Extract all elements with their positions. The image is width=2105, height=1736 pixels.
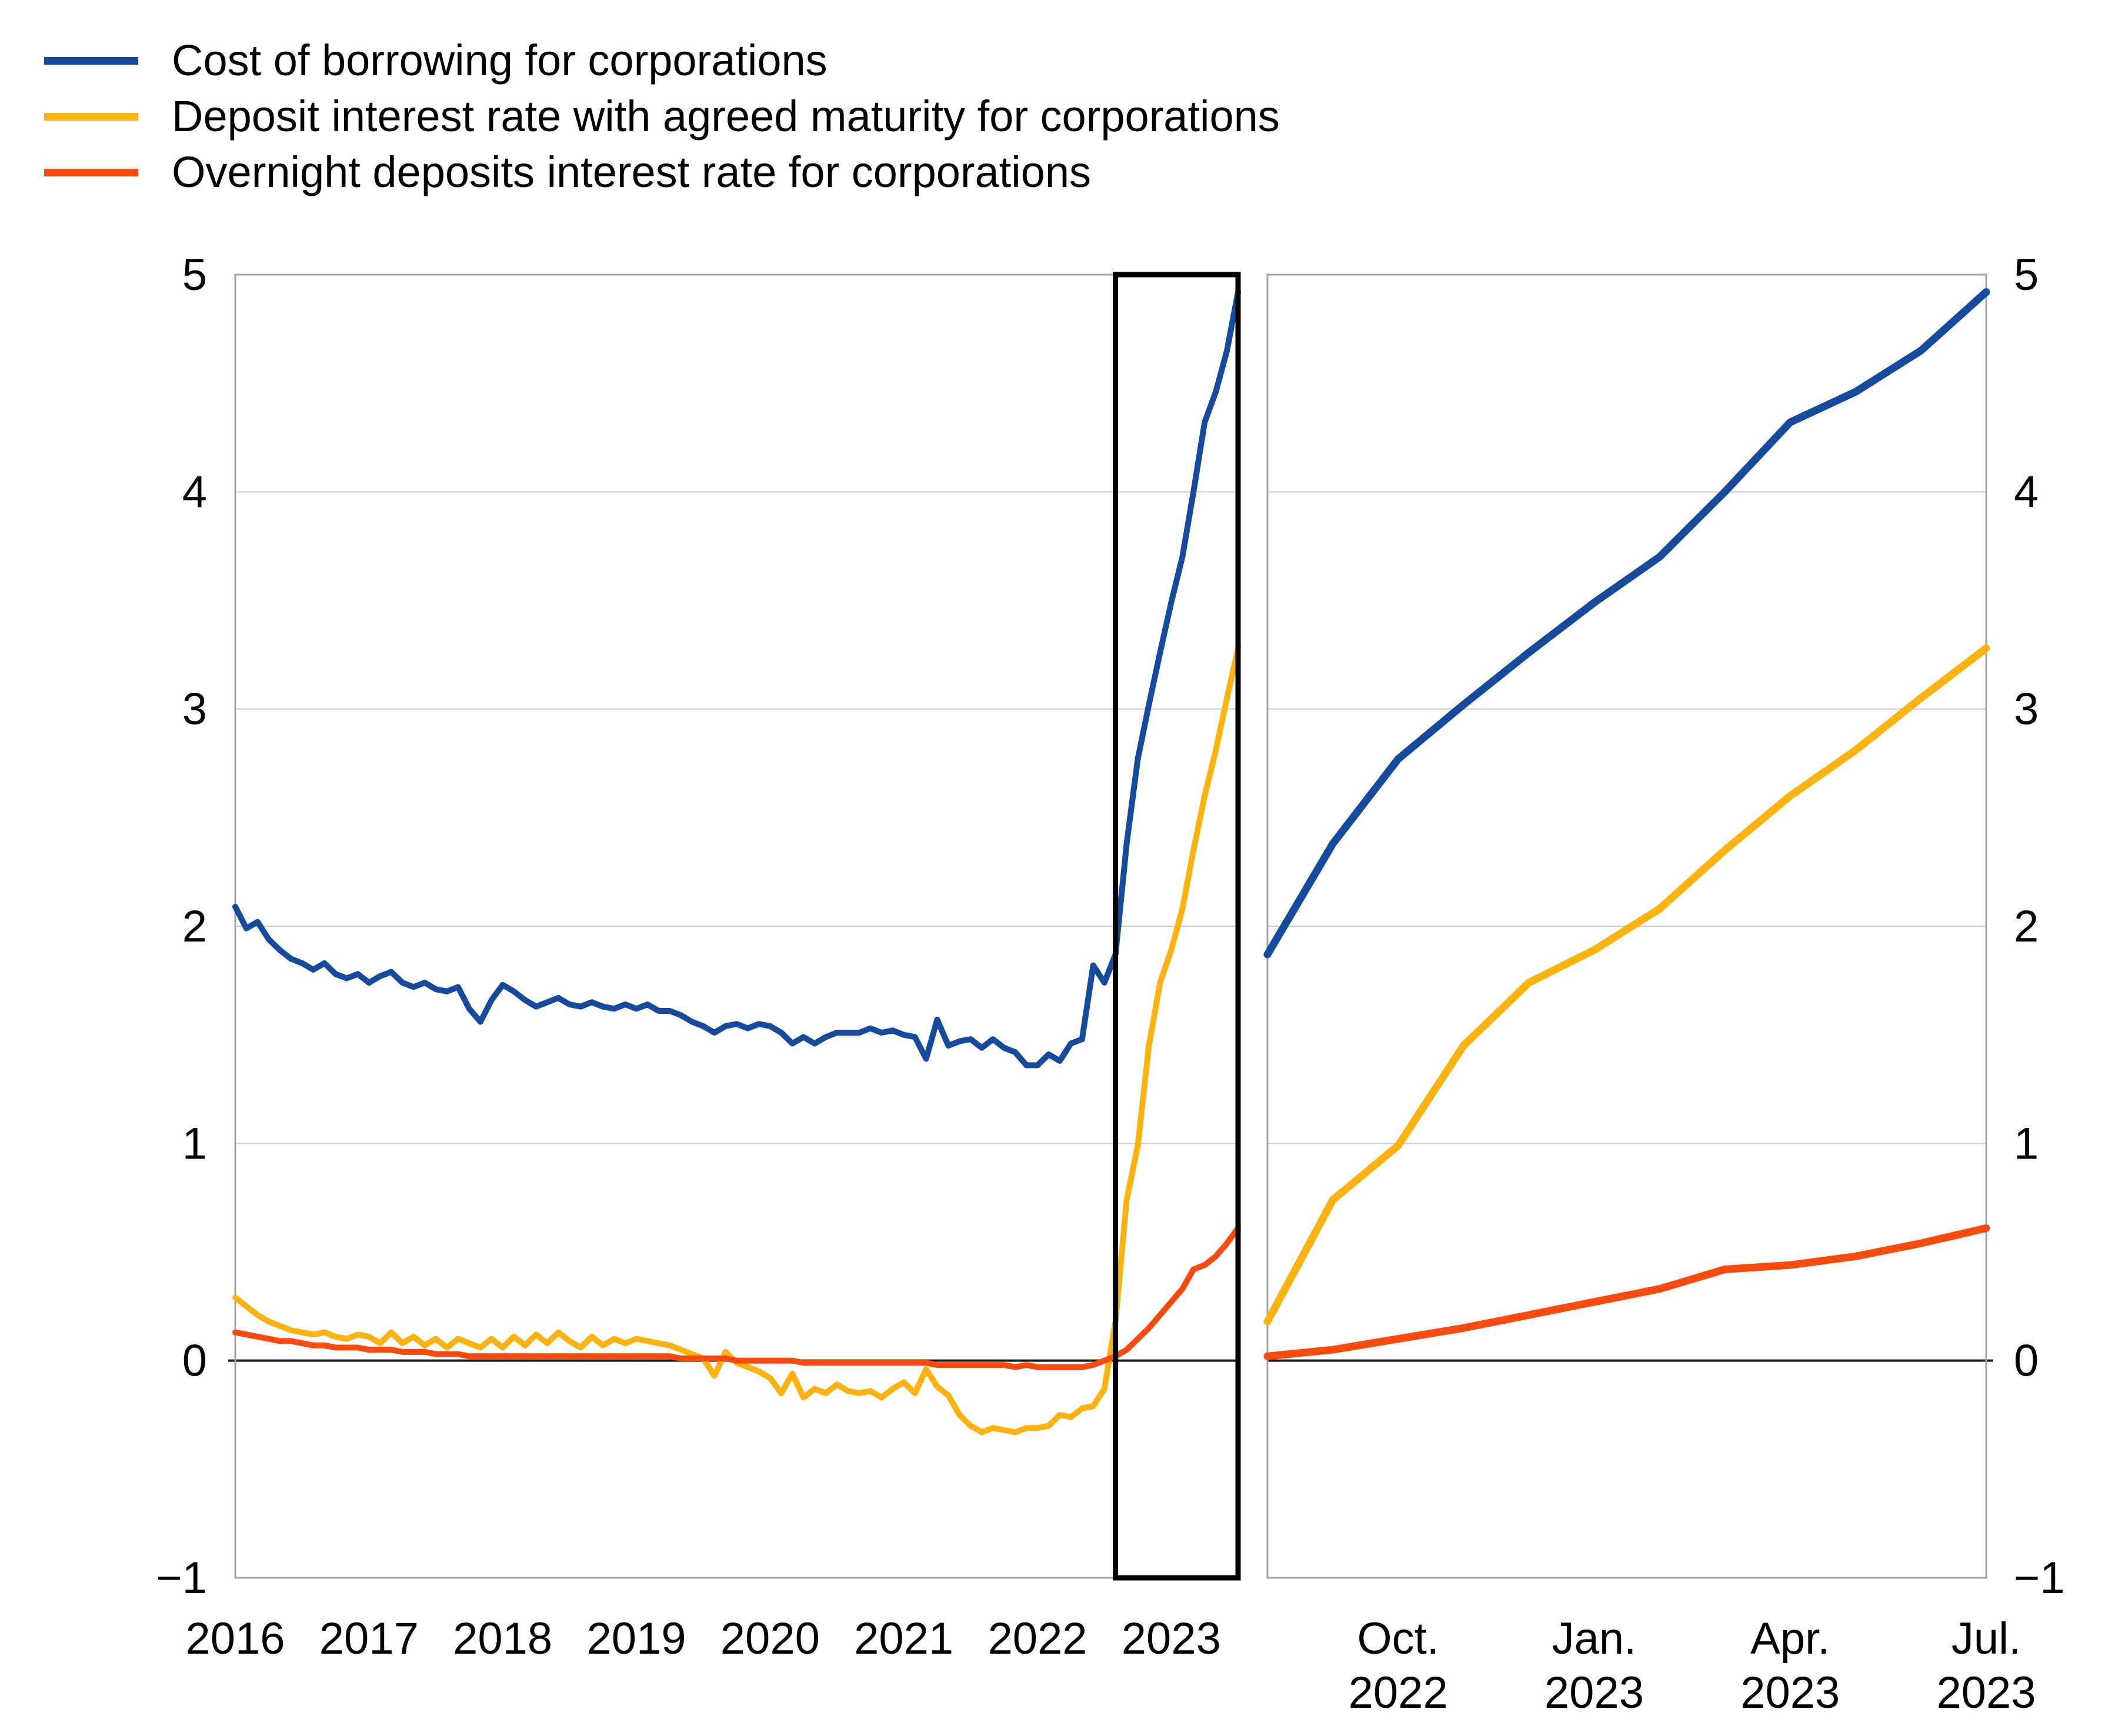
legend-swatch-cost-of-borrowing	[44, 56, 138, 65]
panel-border	[1266, 273, 1987, 1579]
y-tick-label-right: −1	[2014, 1553, 2065, 1603]
y-tick-label-left: 4	[182, 467, 207, 517]
x-tick-label: 2020	[720, 1614, 820, 1664]
y-tick-label-left: −1	[156, 1553, 207, 1603]
series-overnight-deposits-interest-rate-for-corporations	[1263, 1224, 1990, 1360]
series-overnight-deposits-interest-rate-for-corporations	[232, 1225, 1241, 1370]
x-tick-label: 2019	[586, 1614, 686, 1664]
series-cost-of-borrowing-for-corporations	[232, 289, 1241, 1069]
x-tick-label: Oct.	[1357, 1614, 1439, 1664]
y-tick-label-right: 3	[2014, 685, 2039, 735]
panel-history: 2016 2017 2018 2019 2020 2021 2022 2023	[185, 272, 1241, 1664]
x-tick-label: 2022	[1349, 1668, 1448, 1718]
x-tick-label: 2018	[453, 1614, 552, 1664]
x-tick-label: 2022	[988, 1614, 1087, 1664]
y-tick-label-left: 5	[182, 250, 207, 300]
legend-label-deposit-agreed-maturity: Deposit interest rate with agreed maturi…	[172, 92, 1280, 141]
chart-legend: Cost of borrowing for corporations Depos…	[44, 39, 1280, 194]
y-tick-label-right: 4	[2014, 467, 2039, 517]
legend-item-cost-of-borrowing: Cost of borrowing for corporations	[44, 39, 1280, 82]
y-tick-label-left: 2	[182, 902, 207, 952]
x-tick-label: 2021	[854, 1614, 953, 1664]
y-tick-label-right: 1	[2014, 1119, 2039, 1169]
legend-label-cost-of-borrowing: Cost of borrowing for corporations	[172, 36, 828, 85]
y-tick-label-right: 5	[2014, 250, 2039, 300]
x-tick-label: 2023	[1122, 1614, 1221, 1664]
legend-swatch-overnight-deposits	[44, 168, 138, 176]
y-tick-label-right: 0	[2014, 1336, 2039, 1386]
series-deposit-interest-rate-with-agreed-maturity-for-corporations	[1263, 644, 1990, 1326]
x-tick-label: 2023	[1544, 1668, 1644, 1718]
x-tick-label: Jul.	[1951, 1614, 2021, 1664]
x-tick-label: Apr.	[1750, 1614, 1830, 1664]
x-tick-label: Jan.	[1552, 1614, 1637, 1664]
y-tick-label-left: 0	[182, 1336, 207, 1386]
legend-label-overnight-deposits: Overnight deposits interest rate for cor…	[172, 148, 1091, 196]
legend-item-overnight-deposits: Overnight deposits interest rate for cor…	[44, 151, 1280, 194]
highlight-box	[1113, 272, 1241, 1581]
y-tick-label-left: 1	[182, 1119, 207, 1169]
y-tick-label-left: 3	[182, 685, 207, 735]
x-tick-label: 2017	[319, 1614, 419, 1664]
legend-swatch-deposit-agreed-maturity	[44, 112, 138, 121]
legend-item-deposit-agreed-maturity: Deposit interest rate with agreed maturi…	[44, 95, 1280, 138]
x-tick-label: 2023	[1936, 1668, 2036, 1718]
x-tick-label: 2016	[185, 1614, 285, 1664]
series-cost-of-borrowing-for-corporations	[1263, 288, 1990, 959]
y-tick-label-right: 2	[2014, 902, 2039, 952]
series-deposit-interest-rate-with-agreed-maturity-for-corporations	[232, 645, 1241, 1435]
x-tick-label: 2023	[1740, 1668, 1840, 1718]
